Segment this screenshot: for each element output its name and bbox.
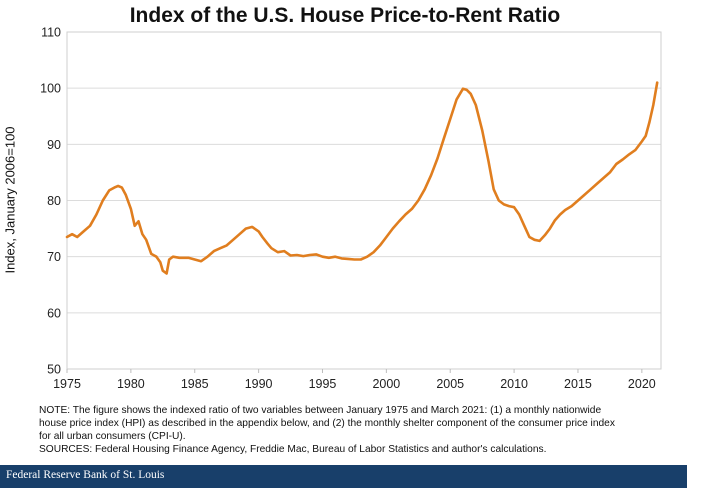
line-chart: 50 60 70 80 90 100 110 1975 1980 1985 1990 1995 200… (40, 26, 662, 391)
y-tick-label: 60 (47, 306, 61, 320)
plot-area-border (66, 31, 662, 370)
series-line-0 (65, 81, 659, 275)
x-tick-label: 1975 (53, 377, 81, 391)
x-tick-label: 2015 (564, 377, 592, 391)
note-line-3: for all urban consumers (CPI-U). (39, 431, 186, 442)
x-tick-labels: 1975 1980 1985 1990 1995 2000 2005 2010 2015 2020 (53, 369, 656, 391)
note-line-2: house price index (HPI) as described in … (39, 418, 615, 429)
chart-note: NOTE: The figure shows the indexed ratio… (39, 404, 679, 456)
footer-text: Federal Reserve Bank of St. Louis (6, 469, 165, 481)
note-line-1: NOTE: The figure shows the indexed ratio… (39, 405, 602, 416)
y-tick-label: 70 (47, 250, 61, 264)
y-tick-label: 100 (40, 82, 61, 96)
x-tick-label: 1995 (309, 377, 337, 391)
x-tick-label: 1985 (181, 377, 209, 391)
grid-lines (67, 31, 661, 370)
x-tick-label: 2005 (436, 377, 464, 391)
y-tick-label: 80 (47, 194, 61, 208)
x-tick-label: 1990 (245, 377, 273, 391)
chart-title: Index of the U.S. House Price-to-Rent Ra… (129, 4, 561, 27)
series-layer (65, 81, 659, 275)
footer-bar: Federal Reserve Bank of St. Louis (0, 465, 687, 488)
y-tick-label: 50 (47, 363, 61, 377)
x-tick-label: 2000 (372, 377, 400, 391)
y-tick-labels: 50 60 70 80 90 100 110 (40, 26, 61, 377)
y-tick-label: 90 (47, 138, 61, 152)
x-tick-label: 2010 (500, 377, 528, 391)
y-tick-label: 110 (41, 26, 61, 40)
x-tick-label: 2020 (628, 377, 656, 391)
x-tick-label: 1980 (117, 377, 145, 391)
note-sources: SOURCES: Federal Housing Finance Agency,… (39, 444, 547, 455)
